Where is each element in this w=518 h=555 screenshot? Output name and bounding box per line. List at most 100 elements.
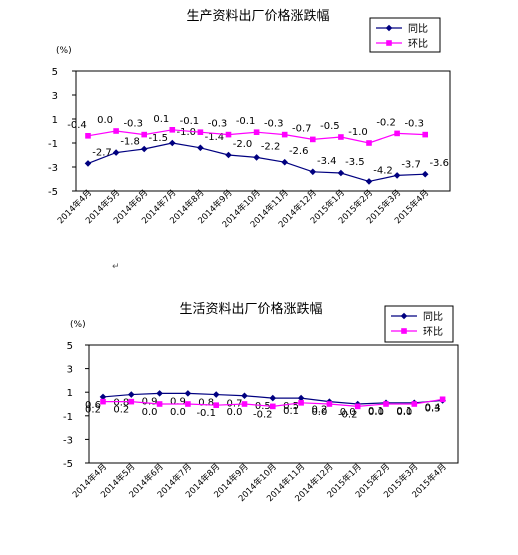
- data-point: [394, 130, 400, 137]
- legend-label: 同比: [408, 23, 428, 35]
- data-point: [128, 391, 135, 398]
- data-point: [421, 170, 429, 178]
- data-label: -3.6: [429, 158, 449, 169]
- data-point: [270, 403, 276, 410]
- data-label: -3.5: [345, 157, 365, 168]
- data-label: 0.8: [198, 398, 214, 409]
- y-tick-label: 3: [52, 91, 58, 102]
- y-tick-label: -5: [63, 459, 73, 470]
- data-label: 0.6: [85, 400, 101, 411]
- data-point: [184, 390, 192, 397]
- data-point: [169, 127, 176, 133]
- data-label: 0.3: [425, 403, 441, 414]
- data-point: [439, 396, 446, 403]
- data-label: -0.2: [376, 117, 396, 128]
- data-label: -1.4: [205, 132, 225, 143]
- data-label: 0.0: [227, 407, 243, 418]
- legend-marker: [386, 40, 392, 46]
- data-label: -3.7: [401, 159, 421, 170]
- data-point: [298, 400, 304, 406]
- data-label: -2.6: [289, 146, 309, 157]
- paragraph-return-mark: ↵: [112, 262, 120, 272]
- data-point: [269, 394, 277, 402]
- data-point: [253, 129, 260, 135]
- data-label: -0.5: [320, 121, 340, 132]
- data-point: [197, 129, 204, 135]
- data-label: -0.3: [208, 119, 228, 130]
- legend-label: 同比: [423, 311, 443, 323]
- y-tick-label: -1: [63, 412, 73, 423]
- data-label: -2.0: [233, 139, 253, 150]
- data-label: -2.7: [92, 147, 112, 158]
- data-label: 0.5: [283, 401, 299, 412]
- data-label: -0.3: [123, 119, 143, 130]
- data-point: [140, 145, 148, 153]
- data-point: [112, 149, 120, 156]
- y-tick-label: 5: [52, 67, 58, 78]
- data-point: [156, 401, 163, 407]
- data-label: 0.0: [396, 407, 412, 418]
- y-tick-label: -5: [48, 187, 58, 198]
- data-point: [338, 134, 344, 140]
- data-label: -0.4: [67, 120, 87, 131]
- data-label: 0.0: [340, 407, 356, 418]
- data-point: [197, 144, 204, 152]
- legend: [384, 305, 454, 343]
- data-point: [99, 393, 107, 401]
- data-point: [337, 169, 345, 177]
- data-label: -0.7: [292, 123, 312, 134]
- legend-marker: [400, 312, 408, 320]
- data-point: [354, 403, 361, 410]
- data-label: -1.8: [120, 137, 140, 148]
- data-label: -2.2: [261, 141, 281, 152]
- data-point: [309, 168, 317, 176]
- data-label: -0.3: [264, 119, 284, 130]
- data-label: -4.2: [373, 165, 393, 176]
- data-label: 0.1: [283, 406, 299, 417]
- data-label: -0.1: [180, 116, 200, 127]
- data-point: [383, 401, 389, 407]
- data-label: 0.0: [97, 115, 113, 126]
- y-tick-label: 3: [67, 365, 73, 376]
- data-label: 0.0: [170, 407, 186, 418]
- data-point: [212, 391, 220, 398]
- data-label: 0.0: [311, 407, 327, 418]
- data-point: [84, 160, 92, 167]
- data-point: [225, 151, 232, 159]
- data-label: -0.1: [196, 408, 216, 419]
- y-tick-label: -3: [63, 435, 73, 446]
- data-point: [422, 131, 428, 138]
- data-point: [365, 178, 373, 185]
- data-label: -1.0: [348, 127, 368, 138]
- data-label: -0.3: [404, 119, 424, 130]
- data-point: [225, 131, 232, 138]
- data-label: -0.2: [253, 409, 273, 420]
- data-point: [113, 128, 119, 134]
- plot-area: [75, 70, 451, 192]
- chart-title: 生活资料出厂价格涨跌幅: [179, 301, 322, 317]
- data-label: 0.8: [113, 398, 129, 409]
- data-point: [156, 390, 163, 397]
- data-point: [393, 172, 401, 179]
- legend-marker: [401, 328, 407, 334]
- chart-title: 生产资料出厂价格涨跌幅: [186, 8, 329, 24]
- data-label: 0.0: [368, 407, 384, 418]
- data-label: 0.9: [170, 396, 186, 407]
- data-label: -0.2: [338, 409, 358, 420]
- data-label: 0.9: [142, 396, 158, 407]
- y-axis-unit: (%): [70, 320, 86, 330]
- data-point: [241, 392, 248, 400]
- data-point: [326, 401, 333, 407]
- data-point: [169, 139, 176, 147]
- y-tick-label: 5: [67, 341, 73, 352]
- chart-2: 生活资料出厂价格涨跌幅(%)531-1-3-52014年4月2014年5月201…: [63, 301, 459, 504]
- y-tick-label: 1: [52, 115, 58, 126]
- legend-label: 环比: [408, 38, 428, 50]
- data-point: [366, 140, 372, 146]
- chart-1: 生产资料出厂价格涨跌幅(%)531-1-3-52014年4月2014年5月201…: [48, 8, 451, 230]
- legend-marker: [385, 24, 393, 32]
- data-point: [141, 131, 147, 138]
- data-label: 0.1: [368, 406, 384, 417]
